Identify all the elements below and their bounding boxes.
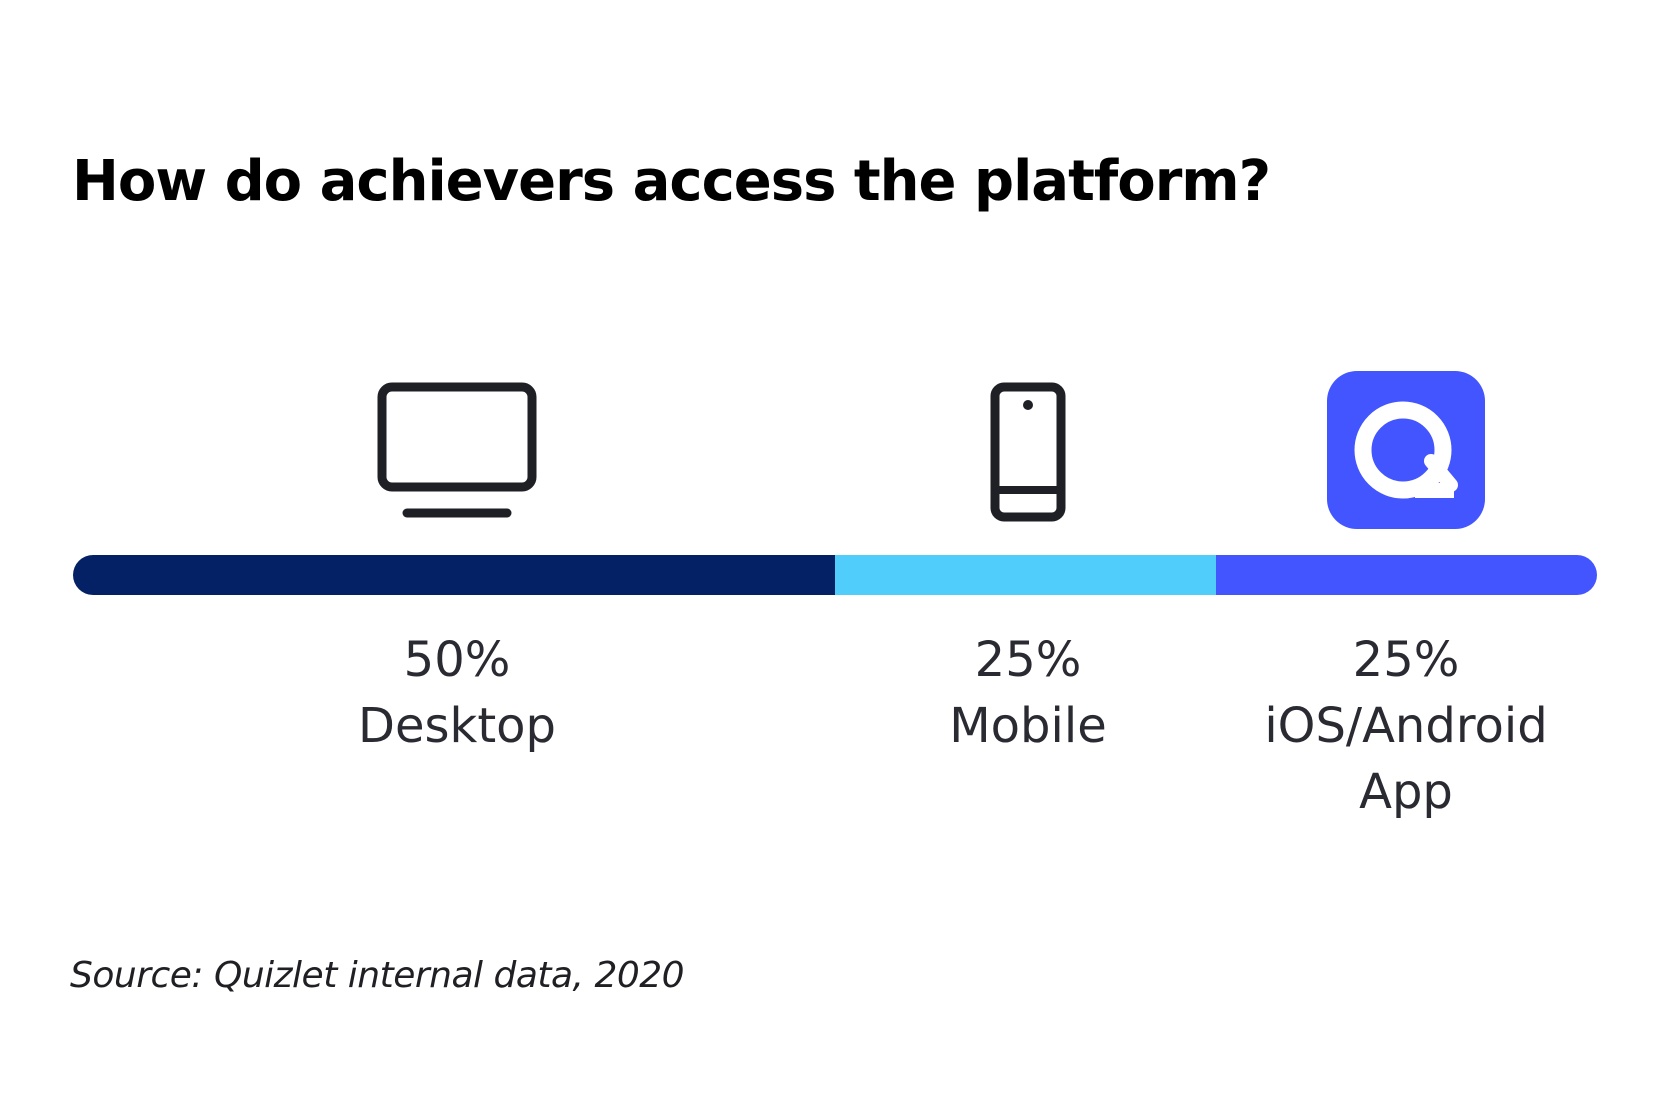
segment-label-mobile: 25% Mobile xyxy=(858,627,1198,759)
quizlet-app-icon xyxy=(1327,371,1485,529)
category-label-mobile: Mobile xyxy=(949,698,1107,754)
value-label-mobile: 25% xyxy=(974,632,1082,688)
chart-title: How do achievers access the platform? xyxy=(72,149,1271,214)
bar-segment-mobile xyxy=(835,555,1217,595)
source-note: Source: Quizlet internal data, 2020 xyxy=(70,955,685,996)
value-label-desktop: 50% xyxy=(403,632,511,688)
mobile-phone-icon xyxy=(990,382,1066,522)
segment-label-desktop: 50% Desktop xyxy=(287,627,627,759)
value-label-app: 25% xyxy=(1352,632,1460,688)
segment-label-app: 25% iOS/Android App xyxy=(1236,627,1576,825)
bar-segment-app xyxy=(1216,555,1597,595)
bar-segment-desktop xyxy=(73,555,836,595)
stacked-bar xyxy=(73,555,1597,595)
category-label-desktop: Desktop xyxy=(358,698,556,754)
desktop-monitor-icon xyxy=(377,382,537,518)
category-label-app: iOS/Android App xyxy=(1264,698,1548,820)
